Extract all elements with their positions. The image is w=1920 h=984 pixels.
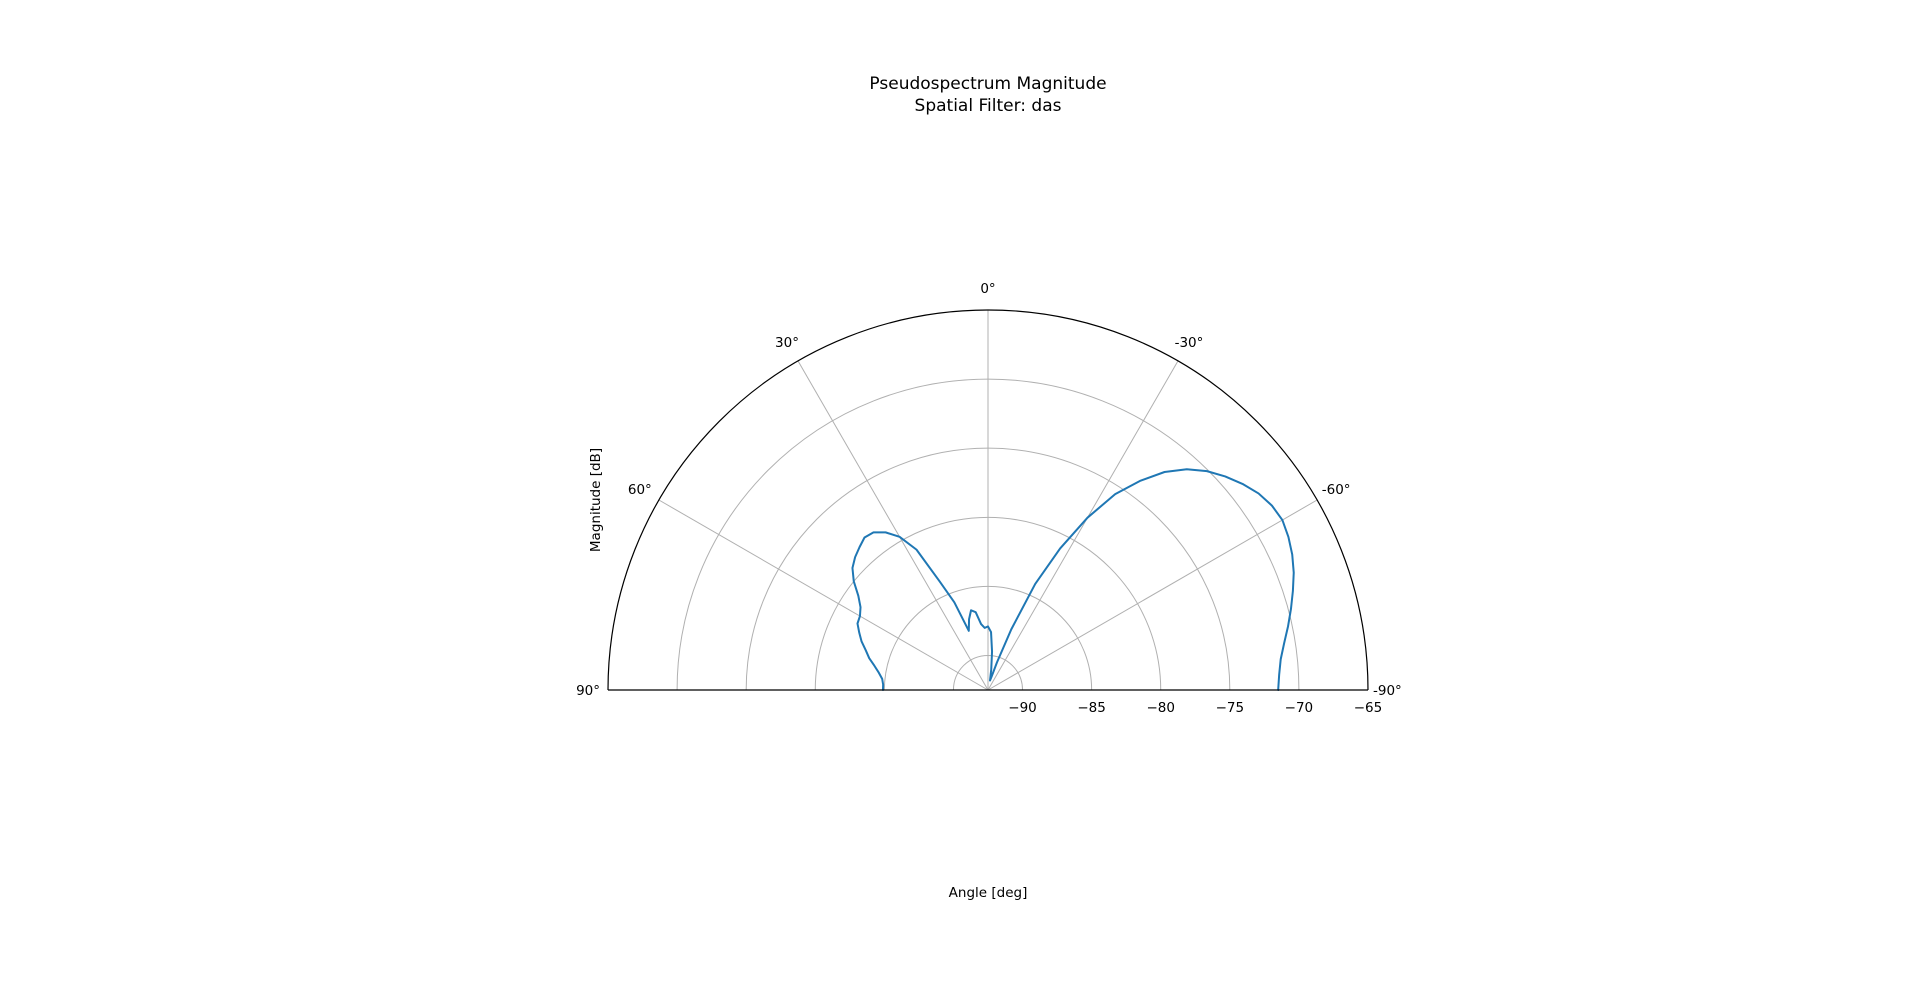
theta-gridline-4 [987,360,1179,691]
theta-tick-label: 60° [628,482,652,498]
r-tick-label: −85 [1077,700,1106,716]
tick-labels: 90° 60° 30° 0° -30° -60° -90° −90 −85 −80 −75 −70 −6… [576,281,1402,716]
chart-subtitle: Spatial Filter: das [915,96,1062,116]
theta-tick-label: 30° [775,335,799,351]
theta-tick-label: -60° [1322,482,1351,498]
polar-frame [607,309,1369,691]
theta-tick-label: -90° [1373,683,1402,699]
theta-gridline-2 [797,360,989,691]
r-tick-label: −80 [1146,700,1175,716]
x-axis-label: Angle [deg] [949,885,1028,901]
series-line-0 [851,468,1295,691]
outer-arc [607,309,1369,691]
r-tick-label: −90 [1008,700,1037,716]
chart-title: Pseudospectrum Magnitude [869,74,1106,94]
polar-grid [658,310,1318,691]
r-tick-label: −70 [1285,700,1314,716]
theta-tick-label: 90° [576,683,600,699]
r-tick-label: −75 [1216,700,1245,716]
theta-tick-label: 0° [980,281,995,297]
theta-tick-label: -30° [1175,335,1204,351]
theta-gridline-5 [987,499,1318,691]
y-axis-label: Magnitude [dB] [588,448,604,552]
data-layer [851,468,1295,691]
theta-gridline-1 [658,499,989,691]
r-tick-label: −65 [1354,700,1383,716]
